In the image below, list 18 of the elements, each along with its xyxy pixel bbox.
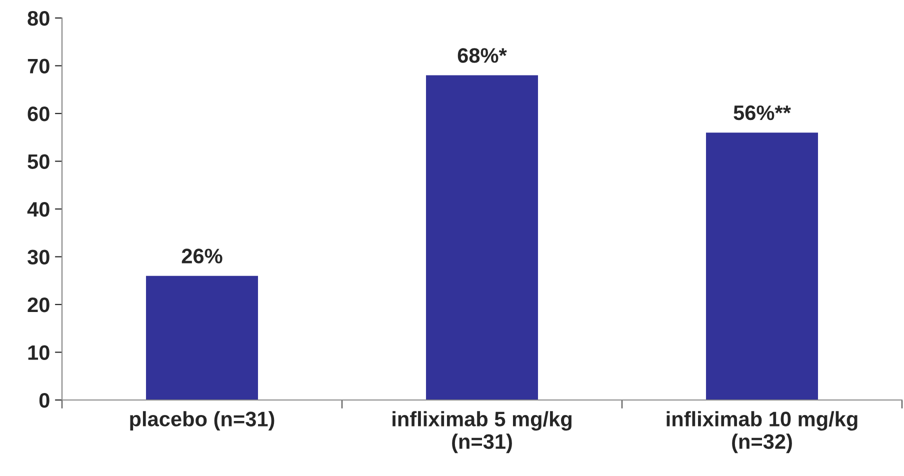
y-tick-label: 80 <box>28 11 50 26</box>
bar <box>426 75 538 400</box>
data-label: 68%* <box>458 48 507 63</box>
y-tick-label: 10 <box>28 345 50 360</box>
bar <box>706 132 818 400</box>
data-label: 56%** <box>734 105 791 120</box>
data-label: 26% <box>182 248 222 264</box>
bar <box>146 276 258 400</box>
y-tick-label: 50 <box>28 154 50 170</box>
y-tick-label: 30 <box>28 250 50 265</box>
y-tick-label: 70 <box>28 58 50 74</box>
y-tick-label: 60 <box>28 106 50 122</box>
x-tick-label: placebo (n=31) <box>130 411 274 431</box>
y-tick-label: 20 <box>28 298 50 312</box>
x-tick-label: infliximab 10 mg/kg (n=32) <box>666 411 858 454</box>
x-tick-label: infliximab 5 mg/kg (n=31) <box>392 411 572 454</box>
y-tick-label: 0 <box>39 393 50 408</box>
y-tick-label: 40 <box>27 202 50 217</box>
